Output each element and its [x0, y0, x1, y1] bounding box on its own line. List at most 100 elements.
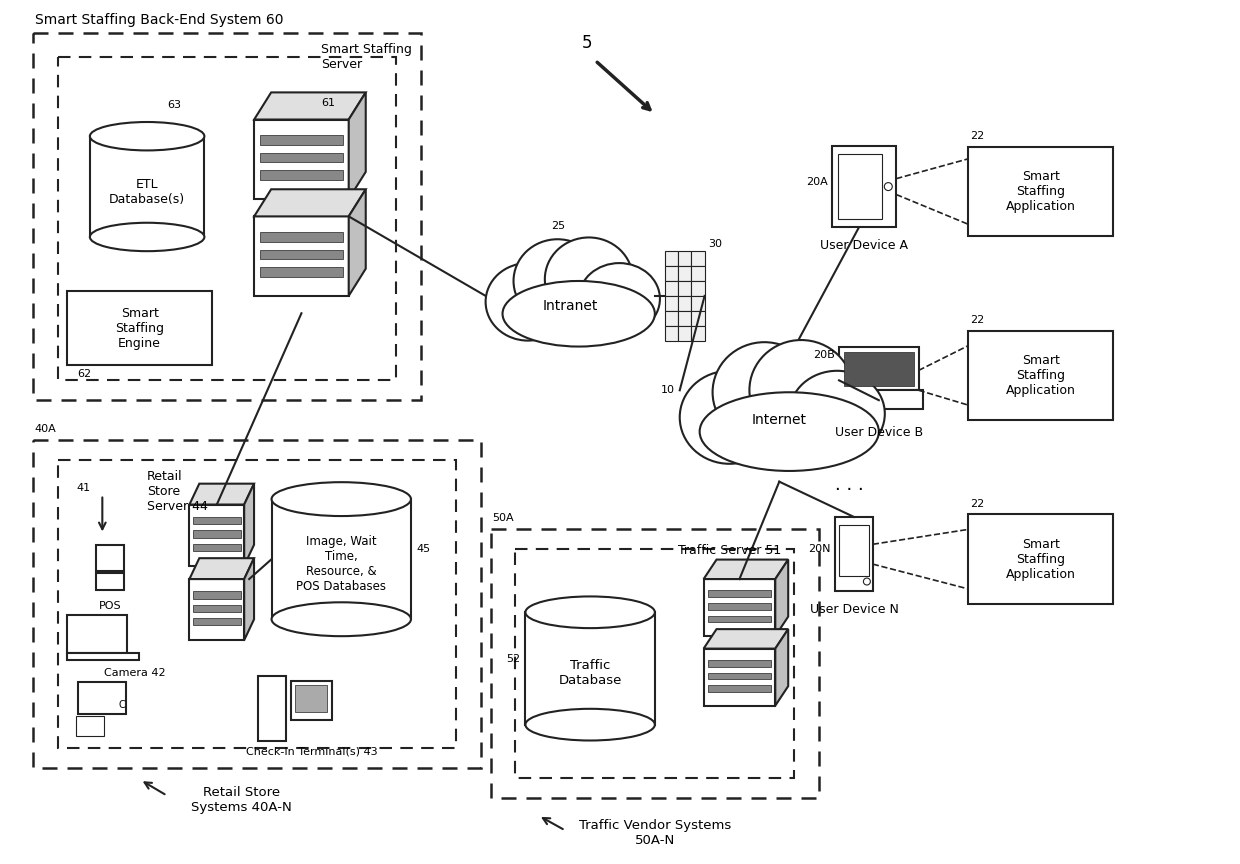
Polygon shape	[192, 605, 241, 612]
Polygon shape	[89, 137, 205, 237]
Polygon shape	[692, 281, 704, 295]
Polygon shape	[254, 189, 366, 216]
Polygon shape	[678, 295, 692, 311]
Text: 30: 30	[708, 239, 723, 249]
Text: 62: 62	[77, 370, 92, 379]
Polygon shape	[254, 119, 348, 199]
Polygon shape	[77, 716, 104, 736]
Text: User Device B: User Device B	[835, 426, 923, 439]
Text: 20B: 20B	[813, 350, 835, 359]
Ellipse shape	[486, 264, 570, 340]
Polygon shape	[775, 629, 789, 706]
Text: C: C	[119, 700, 125, 710]
Polygon shape	[692, 295, 704, 311]
Text: 25: 25	[551, 221, 565, 232]
Ellipse shape	[680, 371, 779, 464]
Text: Smart
Staffing
Application: Smart Staffing Application	[1006, 354, 1075, 397]
Polygon shape	[190, 558, 254, 579]
Polygon shape	[244, 558, 254, 640]
Text: · · ·: · · ·	[835, 480, 863, 499]
Text: 52: 52	[506, 653, 521, 664]
Text: 5: 5	[582, 35, 593, 53]
Ellipse shape	[713, 342, 816, 442]
Polygon shape	[526, 613, 655, 725]
Text: Intranet: Intranet	[543, 299, 598, 313]
Polygon shape	[703, 579, 775, 636]
Polygon shape	[837, 154, 883, 219]
Polygon shape	[192, 591, 241, 599]
Polygon shape	[678, 281, 692, 295]
Text: User Device A: User Device A	[820, 239, 908, 252]
Text: Smart Staffing Back-End System 60: Smart Staffing Back-End System 60	[35, 13, 283, 27]
Text: Smart
Staffing
Application: Smart Staffing Application	[1006, 537, 1075, 581]
Text: Traffic Server 51: Traffic Server 51	[678, 544, 781, 557]
Ellipse shape	[272, 602, 410, 636]
Polygon shape	[678, 266, 692, 281]
Polygon shape	[678, 251, 692, 266]
Polygon shape	[67, 291, 212, 365]
Text: 41: 41	[76, 483, 91, 492]
Text: User Device N: User Device N	[810, 603, 899, 616]
Text: 50A: 50A	[492, 513, 515, 524]
Polygon shape	[260, 153, 343, 162]
Polygon shape	[968, 514, 1112, 604]
Polygon shape	[260, 232, 343, 242]
Polygon shape	[708, 615, 771, 622]
Polygon shape	[703, 560, 789, 579]
Text: 10: 10	[661, 385, 675, 395]
Text: 20A: 20A	[806, 176, 827, 187]
Polygon shape	[708, 660, 771, 667]
Text: Traffic
Database: Traffic Database	[558, 659, 621, 688]
Polygon shape	[708, 590, 771, 597]
Ellipse shape	[544, 238, 632, 321]
Ellipse shape	[749, 340, 853, 440]
Polygon shape	[258, 676, 286, 740]
Text: Check-In Terminal(s) 43: Check-In Terminal(s) 43	[246, 746, 377, 757]
Polygon shape	[708, 672, 771, 679]
Text: Retail Store
Systems 40A-N: Retail Store Systems 40A-N	[191, 785, 293, 814]
Polygon shape	[968, 147, 1112, 236]
Text: Camera 42: Camera 42	[104, 669, 166, 678]
Text: Smart
Staffing
Engine: Smart Staffing Engine	[115, 307, 164, 350]
Text: 63: 63	[167, 100, 181, 110]
Polygon shape	[67, 615, 128, 652]
Text: 61: 61	[321, 98, 335, 108]
Polygon shape	[260, 170, 343, 180]
Ellipse shape	[699, 392, 879, 471]
Polygon shape	[272, 499, 410, 619]
Polygon shape	[665, 281, 678, 295]
Text: Internet: Internet	[751, 413, 807, 427]
Polygon shape	[190, 579, 244, 640]
Ellipse shape	[789, 371, 885, 457]
Polygon shape	[692, 311, 704, 326]
Text: Image, Wait
Time,
Resource, &
POS Databases: Image, Wait Time, Resource, & POS Databa…	[296, 535, 386, 594]
Polygon shape	[78, 683, 126, 715]
Polygon shape	[260, 250, 343, 259]
Polygon shape	[692, 266, 704, 281]
Ellipse shape	[272, 482, 410, 516]
Polygon shape	[348, 189, 366, 295]
Text: Smart
Staffing
Application: Smart Staffing Application	[1006, 170, 1075, 213]
Polygon shape	[678, 311, 692, 326]
Polygon shape	[295, 685, 326, 712]
Text: 45: 45	[417, 544, 432, 554]
Polygon shape	[703, 649, 775, 706]
Polygon shape	[692, 251, 704, 266]
Ellipse shape	[579, 264, 660, 334]
Ellipse shape	[89, 122, 205, 150]
Polygon shape	[839, 525, 869, 575]
Polygon shape	[260, 267, 343, 276]
Polygon shape	[192, 543, 241, 551]
Polygon shape	[708, 685, 771, 692]
Polygon shape	[665, 326, 678, 340]
Polygon shape	[665, 266, 678, 281]
Polygon shape	[254, 92, 366, 119]
Polygon shape	[192, 517, 241, 524]
Polygon shape	[254, 216, 348, 295]
Polygon shape	[190, 505, 244, 566]
Text: Retail
Store
Server 44: Retail Store Server 44	[148, 470, 208, 512]
Ellipse shape	[526, 596, 655, 628]
Text: Smart Staffing
Server: Smart Staffing Server	[321, 42, 412, 71]
Polygon shape	[97, 545, 124, 571]
Text: 40A: 40A	[35, 424, 56, 434]
